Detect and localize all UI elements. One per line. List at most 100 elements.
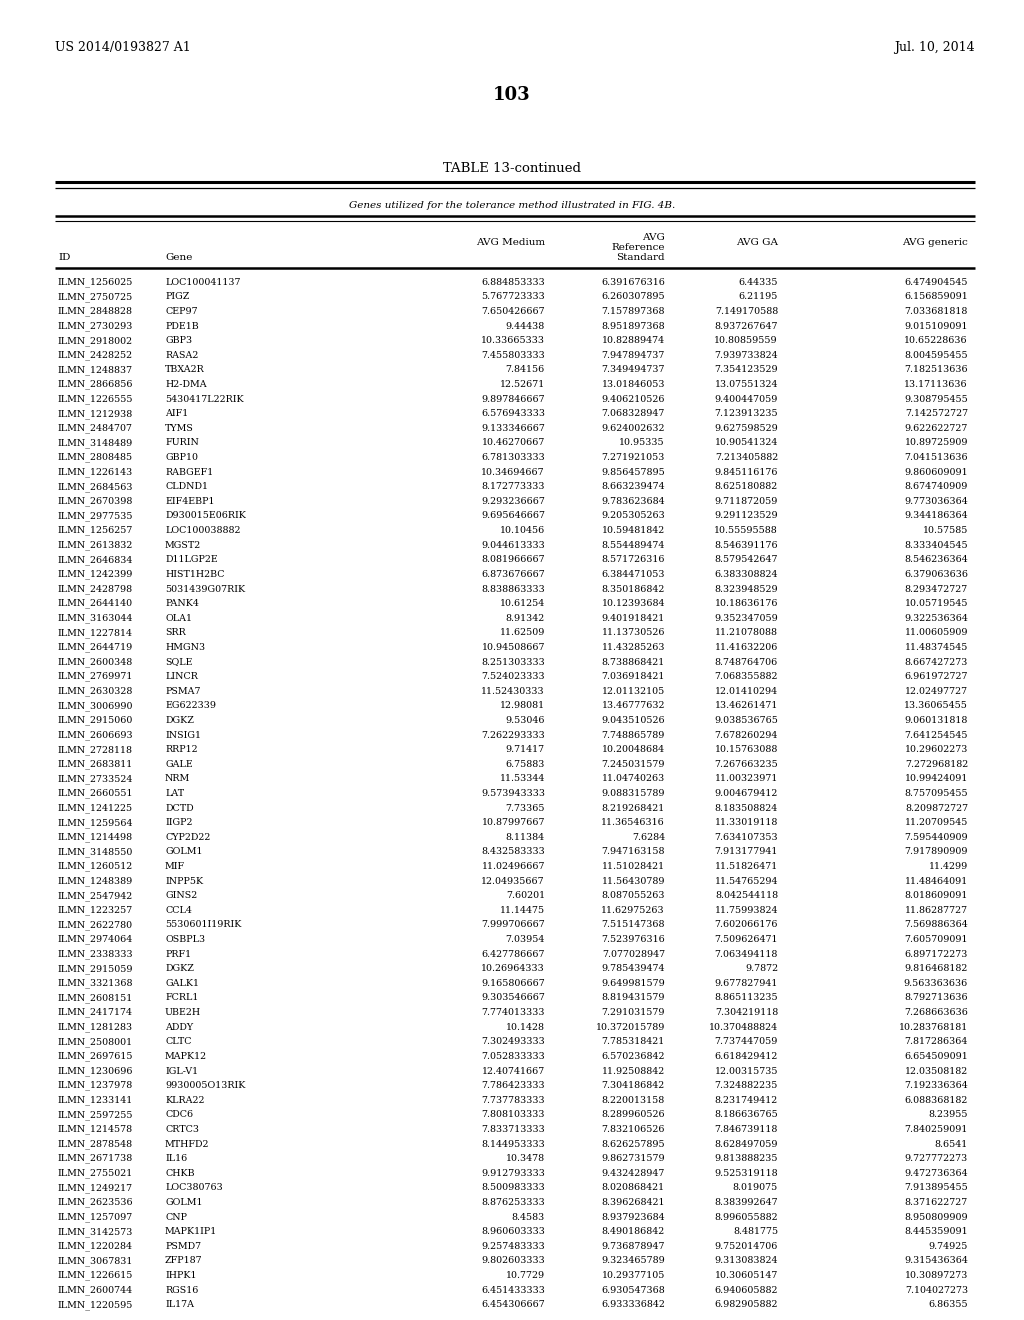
Text: 13.46261471: 13.46261471 — [715, 701, 778, 710]
Text: 7.840259091: 7.840259091 — [904, 1125, 968, 1134]
Text: 11.56430789: 11.56430789 — [601, 876, 665, 886]
Text: ILMN_2977535: ILMN_2977535 — [58, 511, 133, 521]
Text: PSMA7: PSMA7 — [165, 686, 201, 696]
Text: 8.018609091: 8.018609091 — [904, 891, 968, 900]
Text: 10.82889474: 10.82889474 — [602, 337, 665, 346]
Text: 10.87997667: 10.87997667 — [481, 818, 545, 828]
Text: CHKB: CHKB — [165, 1168, 195, 1177]
Text: ILMN_2613832: ILMN_2613832 — [58, 540, 133, 550]
Text: GOLM1: GOLM1 — [165, 1199, 203, 1206]
Text: IL16: IL16 — [165, 1154, 187, 1163]
Text: 9.344186364: 9.344186364 — [904, 511, 968, 520]
Text: ILMN_2918002: ILMN_2918002 — [58, 335, 133, 346]
Text: 9.432428947: 9.432428947 — [602, 1168, 665, 1177]
Text: 11.43285263: 11.43285263 — [601, 643, 665, 652]
Text: ILMN_2597255: ILMN_2597255 — [58, 1110, 133, 1119]
Text: 10.89725909: 10.89725909 — [904, 438, 968, 447]
Text: ILMN_3321368: ILMN_3321368 — [58, 978, 133, 989]
Text: 6.873676667: 6.873676667 — [481, 570, 545, 579]
Text: 13.01846053: 13.01846053 — [601, 380, 665, 389]
Text: 9.291123529: 9.291123529 — [715, 511, 778, 520]
Text: AVG GA: AVG GA — [736, 238, 778, 247]
Text: 10.30897273: 10.30897273 — [904, 1271, 968, 1280]
Text: 10.30605147: 10.30605147 — [715, 1271, 778, 1280]
Text: ILMN_2671738: ILMN_2671738 — [58, 1154, 133, 1163]
Text: 8.219268421: 8.219268421 — [602, 804, 665, 813]
Text: 8.371622727: 8.371622727 — [905, 1199, 968, 1206]
Text: 11.62975263: 11.62975263 — [601, 906, 665, 915]
Text: 11.86287727: 11.86287727 — [905, 906, 968, 915]
Text: ILMN_2915060: ILMN_2915060 — [58, 715, 133, 725]
Text: 12.03508182: 12.03508182 — [905, 1067, 968, 1076]
Text: 11.48464091: 11.48464091 — [905, 876, 968, 886]
Text: 7.157897368: 7.157897368 — [601, 308, 665, 315]
Text: 9.897846667: 9.897846667 — [481, 395, 545, 404]
Text: ILMN_1241225: ILMN_1241225 — [58, 804, 133, 813]
Text: 12.00315735: 12.00315735 — [715, 1067, 778, 1076]
Text: 8.819431579: 8.819431579 — [601, 994, 665, 1002]
Text: ILMN_2683811: ILMN_2683811 — [58, 759, 133, 770]
Text: FURIN: FURIN — [165, 438, 199, 447]
Text: IHPK1: IHPK1 — [165, 1271, 197, 1280]
Text: 7.832106526: 7.832106526 — [601, 1125, 665, 1134]
Text: 11.13730526: 11.13730526 — [601, 628, 665, 638]
Text: 7.302493333: 7.302493333 — [481, 1038, 545, 1047]
Text: 7.774013333: 7.774013333 — [481, 1008, 545, 1018]
Text: 8.231749412: 8.231749412 — [715, 1096, 778, 1105]
Text: D11LGP2E: D11LGP2E — [165, 556, 218, 565]
Text: 6.451433333: 6.451433333 — [481, 1286, 545, 1295]
Text: 8.663239474: 8.663239474 — [601, 482, 665, 491]
Text: LOC380763: LOC380763 — [165, 1183, 223, 1192]
Text: 11.48374545: 11.48374545 — [904, 643, 968, 652]
Text: 10.26964333: 10.26964333 — [481, 965, 545, 973]
Text: 8.323948529: 8.323948529 — [715, 585, 778, 594]
Text: 10.55595588: 10.55595588 — [715, 527, 778, 535]
Text: 10.61254: 10.61254 — [500, 599, 545, 609]
Text: ILMN_2848828: ILMN_2848828 — [58, 306, 133, 317]
Text: 8.333404545: 8.333404545 — [904, 541, 968, 549]
Text: 11.02496667: 11.02496667 — [481, 862, 545, 871]
Text: 9.400447059: 9.400447059 — [715, 395, 778, 404]
Text: 8.865113235: 8.865113235 — [715, 994, 778, 1002]
Text: ILMN_2428252: ILMN_2428252 — [58, 351, 133, 360]
Text: 8.626257895: 8.626257895 — [601, 1139, 665, 1148]
Text: AVG: AVG — [642, 234, 665, 242]
Text: 10.33665333: 10.33665333 — [481, 337, 545, 346]
Text: ILMN_2484707: ILMN_2484707 — [58, 424, 133, 433]
Text: 11.33019118: 11.33019118 — [715, 818, 778, 828]
Text: 10.90541324: 10.90541324 — [715, 438, 778, 447]
Text: 9.313083824: 9.313083824 — [715, 1257, 778, 1266]
Text: GALE: GALE — [165, 760, 193, 768]
Text: ILMN_1260512: ILMN_1260512 — [58, 862, 133, 871]
Text: 7.149170588: 7.149170588 — [715, 308, 778, 315]
Text: IIGP2: IIGP2 — [165, 818, 193, 828]
Text: ILMN_1257097: ILMN_1257097 — [58, 1212, 133, 1222]
Text: 8.950809909: 8.950809909 — [904, 1213, 968, 1221]
Text: 7.033681818: 7.033681818 — [904, 308, 968, 315]
Text: 7.817286364: 7.817286364 — [904, 1038, 968, 1047]
Text: ILMN_1242399: ILMN_1242399 — [58, 569, 133, 579]
Text: ILMN_2974064: ILMN_2974064 — [58, 935, 133, 944]
Text: ILMN_2670398: ILMN_2670398 — [58, 496, 133, 507]
Text: 9.038536765: 9.038536765 — [714, 715, 778, 725]
Text: 8.289960526: 8.289960526 — [601, 1110, 665, 1119]
Text: 7.6284: 7.6284 — [632, 833, 665, 842]
Text: 6.75883: 6.75883 — [506, 760, 545, 768]
Text: PRF1: PRF1 — [165, 949, 191, 958]
Text: ILMN_1214578: ILMN_1214578 — [58, 1125, 133, 1134]
Text: 10.372015789: 10.372015789 — [596, 1023, 665, 1032]
Text: HIST1H2BC: HIST1H2BC — [165, 570, 224, 579]
Text: IL17A: IL17A — [165, 1300, 194, 1309]
Text: 7.262293333: 7.262293333 — [481, 730, 545, 739]
Text: 8.937267647: 8.937267647 — [715, 322, 778, 330]
Text: 8.6541: 8.6541 — [935, 1139, 968, 1148]
Text: 9.773036364: 9.773036364 — [904, 496, 968, 506]
Text: 7.939733824: 7.939733824 — [715, 351, 778, 360]
Text: ILMN_1227814: ILMN_1227814 — [58, 628, 133, 638]
Text: ILMN_2623536: ILMN_2623536 — [58, 1197, 133, 1208]
Text: 8.4583: 8.4583 — [512, 1213, 545, 1221]
Text: 9.622622727: 9.622622727 — [904, 424, 968, 433]
Text: Standard: Standard — [616, 253, 665, 261]
Text: 6.576943333: 6.576943333 — [481, 409, 545, 418]
Text: 6.260307895: 6.260307895 — [601, 293, 665, 301]
